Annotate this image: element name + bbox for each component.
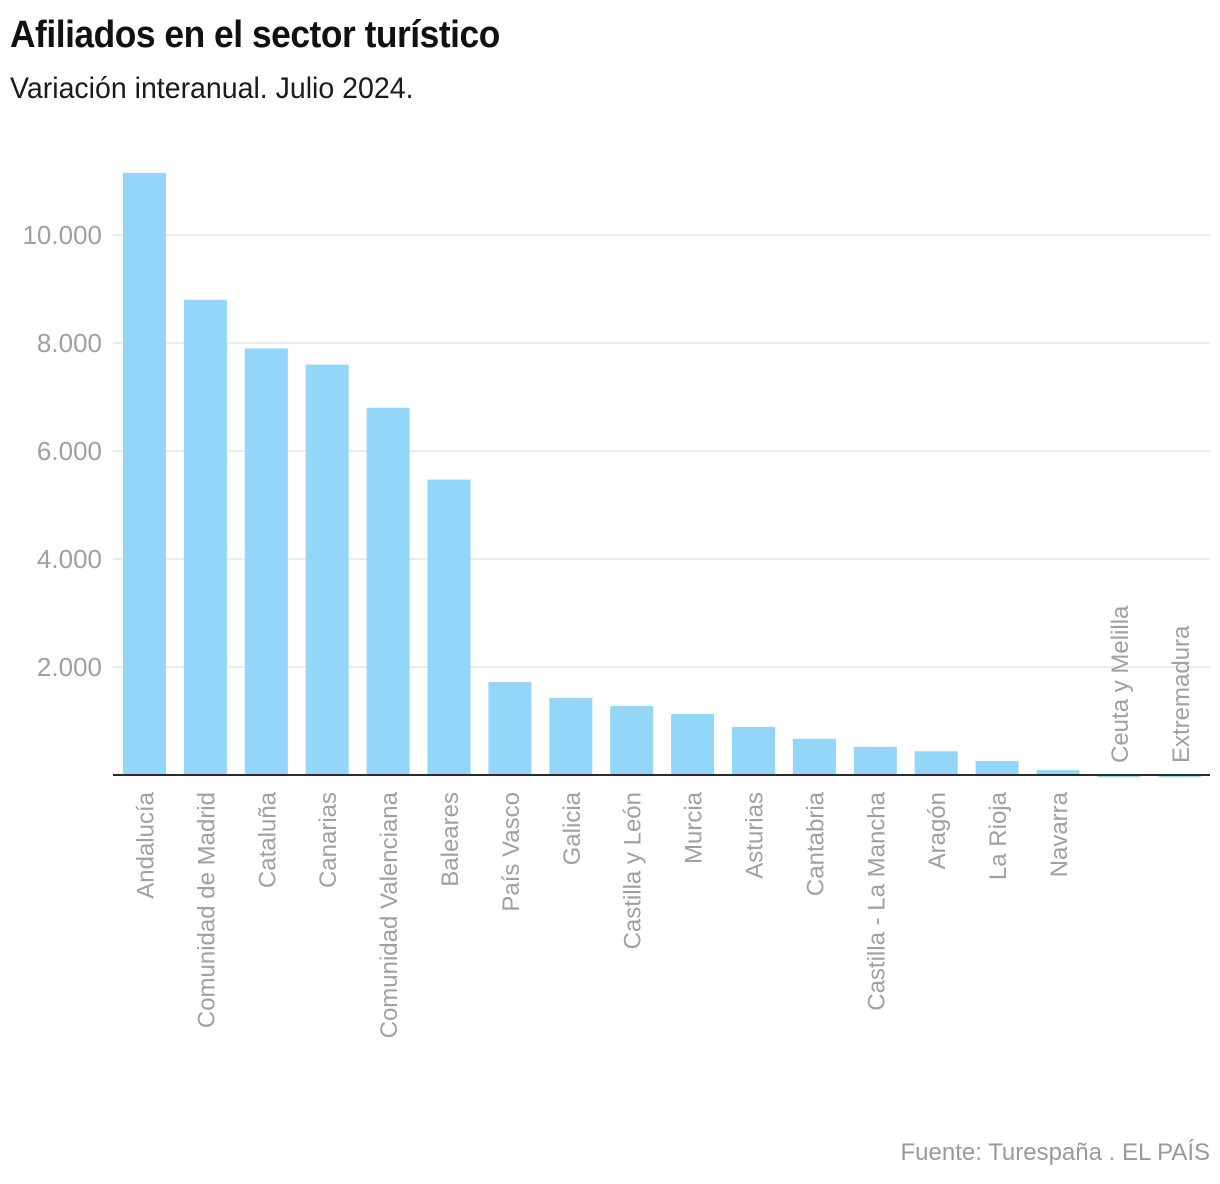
bar bbox=[732, 726, 775, 775]
bar bbox=[975, 760, 1019, 775]
x-tick-label: Extremadura bbox=[1168, 625, 1195, 763]
bar bbox=[610, 705, 654, 775]
bar bbox=[366, 407, 410, 775]
x-tick-label: País Vasco bbox=[498, 792, 525, 912]
y-axis-ticks: 2.000 4.000 6.000 8.000 10.000 bbox=[22, 220, 102, 682]
bar bbox=[123, 172, 166, 775]
y-tick-label: 2.000 bbox=[37, 652, 102, 682]
bar bbox=[1036, 770, 1080, 775]
x-tick-label: Castilla y León bbox=[620, 792, 647, 949]
x-tick-label: Baleares bbox=[437, 792, 464, 887]
chart-title: Afiliados en el sector turístico bbox=[10, 14, 500, 56]
y-tick-label: 8.000 bbox=[37, 328, 102, 358]
bar bbox=[549, 697, 593, 775]
bar bbox=[244, 348, 288, 775]
bar bbox=[792, 738, 836, 775]
bar bbox=[853, 746, 897, 775]
x-tick-label: Asturias bbox=[742, 792, 769, 879]
source-note: Fuente: Turespaña . EL PAÍS bbox=[900, 1139, 1210, 1166]
x-tick-label: Comunidad de Madrid bbox=[193, 792, 220, 1028]
x-axis-labels: Andalucía Comunidad de Madrid Cataluña Cana… bbox=[133, 605, 1195, 1038]
x-tick-label: Navarra bbox=[1046, 791, 1073, 877]
x-tick-label: Cataluña bbox=[254, 791, 281, 888]
gridlines bbox=[113, 234, 1210, 668]
x-tick-label: Ceuta y Melilla bbox=[1107, 605, 1134, 763]
y-tick-label: 4.000 bbox=[37, 544, 102, 574]
x-tick-label: Andalucía bbox=[133, 791, 160, 898]
x-tick-label: Aragón bbox=[924, 792, 951, 869]
bar bbox=[914, 751, 958, 775]
bars bbox=[123, 172, 1202, 777]
x-tick-label: Canarias bbox=[315, 792, 342, 888]
x-tick-label: Cantabria bbox=[802, 791, 829, 896]
y-tick-label: 6.000 bbox=[37, 436, 102, 466]
x-tick-label: La Rioja bbox=[985, 791, 1012, 880]
bar bbox=[305, 364, 349, 775]
bar bbox=[183, 299, 227, 775]
bar bbox=[671, 713, 715, 775]
chart-subtitle: Variación interanual. Julio 2024. bbox=[10, 72, 414, 105]
x-tick-label: Murcia bbox=[681, 791, 708, 864]
bar bbox=[488, 682, 532, 775]
bar bbox=[427, 479, 471, 775]
x-tick-label: Comunidad Valenciana bbox=[376, 791, 403, 1038]
x-tick-label: Castilla - La Mancha bbox=[863, 791, 890, 1010]
x-tick-label: Galicia bbox=[559, 791, 586, 865]
y-tick-label: 10.000 bbox=[22, 220, 102, 250]
